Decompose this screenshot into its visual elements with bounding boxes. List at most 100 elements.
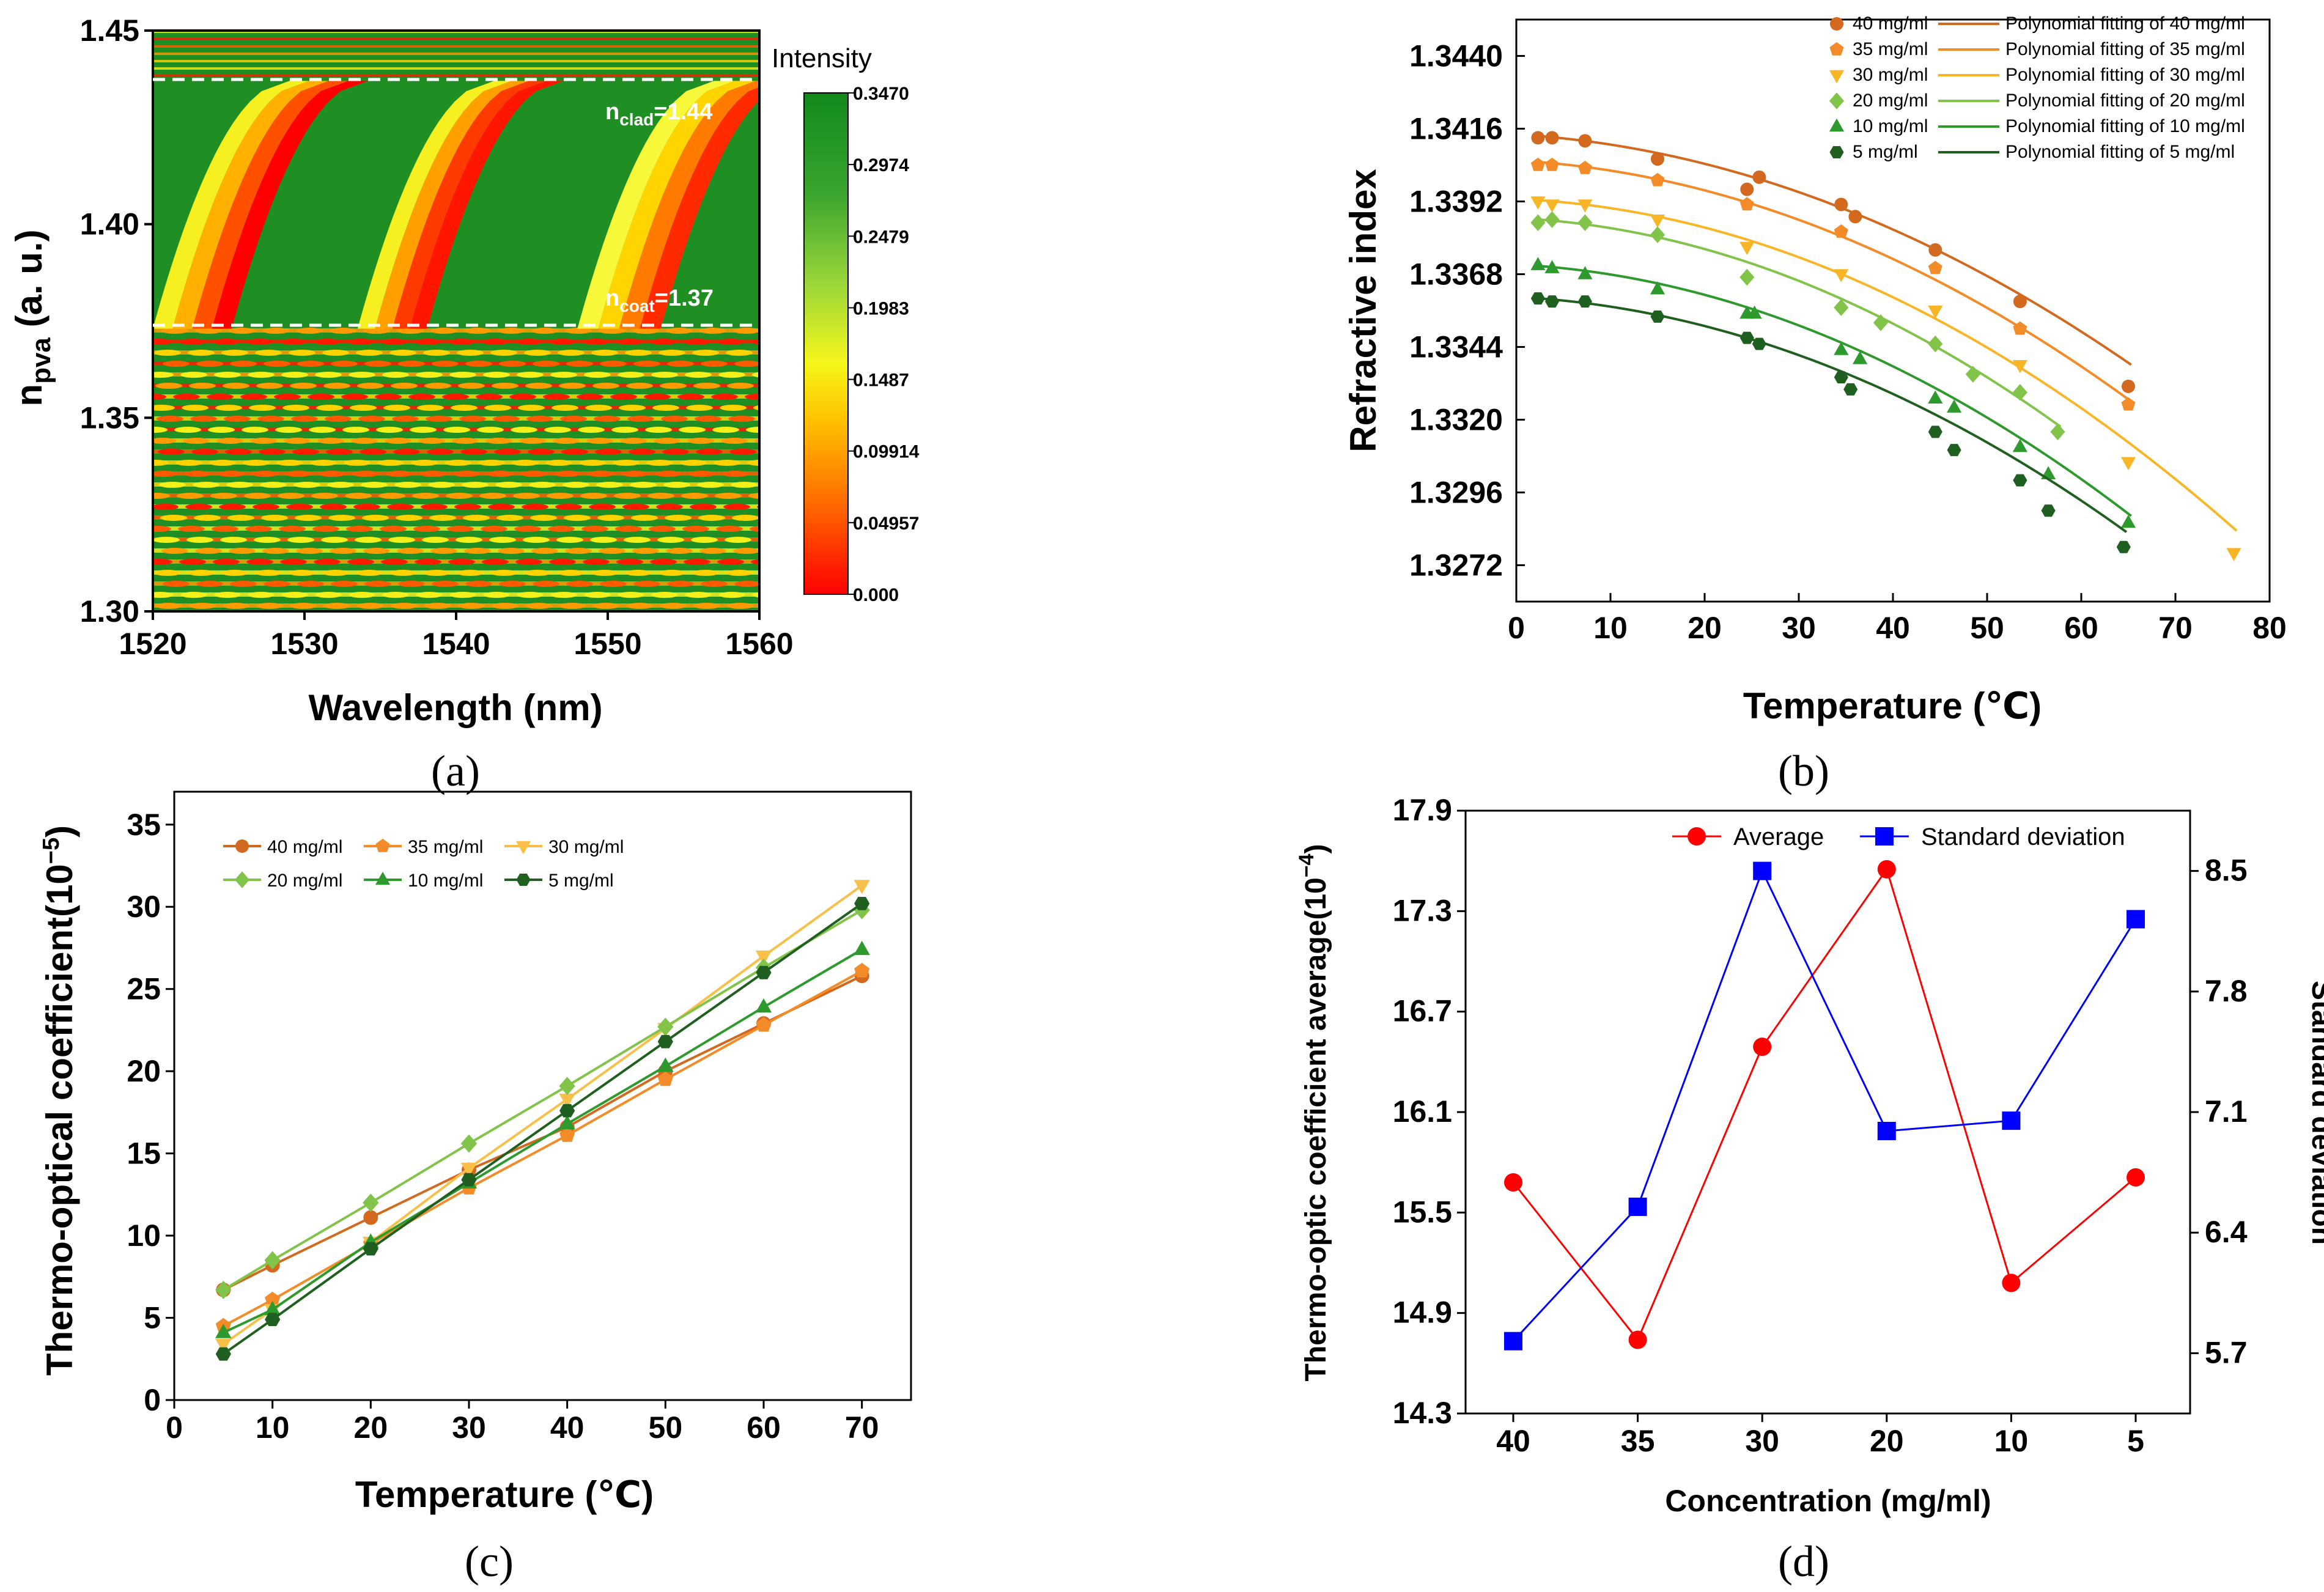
panel-c-point [215,1280,232,1299]
heatmap-blob [657,537,684,543]
heatmap-blob [524,350,551,356]
heatmap-curve-band [357,81,512,329]
panel-b-point [1650,172,1665,186]
panel-d-ytick-left-label: 15.5 [1393,1195,1452,1229]
heatmap-blob [515,559,542,565]
heatmap-blob [681,493,708,499]
heatmap-blob [292,449,319,455]
heatmap-blob [312,526,339,532]
heatmap-blob [186,537,213,543]
heatmap-blob [377,460,404,466]
heatmap-blob [518,405,545,411]
heatmap-blob [281,372,308,378]
heatmap-blob [153,471,177,477]
heatmap-blob [347,339,374,345]
heatmap-blob [230,581,257,587]
panel-b-legend-label: 20 mg/ml [1853,90,1928,111]
heatmap-blob [764,482,791,488]
heatmap-ytick-label: 1.45 [80,13,139,48]
heatmap-blob [346,526,373,532]
heatmap-blob [679,427,706,433]
heatmap-blob [526,416,553,422]
heatmap-blob [714,460,740,466]
heatmap-blob [317,438,344,444]
panel-b-point [1947,444,1961,457]
panel-b-fit-curve [1535,135,2132,366]
heatmap-blob [311,493,338,499]
heatmap-blob [153,405,175,411]
colorbar-tick-label: 0.04957 [853,514,919,534]
heatmap-blob [291,416,318,422]
heatmap-blob [496,515,523,521]
heatmap-blob [229,328,256,334]
heatmap [153,31,795,611]
heatmap-blob [579,460,606,466]
heatmap-blob [600,581,627,587]
heatmap-blob [645,427,672,433]
heatmap-blob [667,361,694,367]
heatmap-blob [240,394,267,400]
heatmap-blob [768,361,795,367]
heatmap-blob [583,559,610,565]
heatmap-top-stripe [153,38,759,40]
heatmap-blob [722,471,749,477]
heatmap-blob [362,515,389,521]
panel-b-xtick-label: 10 [1593,611,1628,645]
heatmap-xtick-label: 1550 [574,627,641,661]
panel-d-ytick-right-label: 5.7 [2205,1335,2248,1369]
panel-d-xtick-label: 40 [1496,1424,1530,1458]
panel-b-plot [1530,131,2241,561]
heatmap-blob [633,581,660,587]
heatmap-blob [418,438,445,444]
panel-c-xtick-label: 30 [452,1410,486,1445]
heatmap-band [153,515,759,520]
heatmap-blob [246,339,273,345]
panel-b-xtick-label: 50 [1970,611,2004,645]
heatmap-blob [159,482,186,488]
heatmap-blob [309,427,336,433]
heatmap-blob [153,537,180,543]
panel-b-legend-label: 40 mg/ml [1853,13,1928,34]
heatmap-blob [427,449,454,455]
panel-c-ytick-label: 35 [127,808,161,842]
heatmap-blob [419,471,446,477]
heatmap-blob [577,394,603,400]
heatmap-blob [717,559,744,565]
panel-b-xtick-label: 20 [1688,611,1722,645]
heatmap-blob [484,405,511,411]
heatmap-blob [563,482,589,488]
heatmap-blob [550,592,577,598]
heatmap-blob [559,383,586,389]
panel-d-xtick-label: 20 [1870,1424,1904,1458]
heatmap-curve-band [153,81,309,329]
heatmap-blob [174,427,201,433]
panel-d: 40 35 30 20 10 5 14.3 14.9 15.5 16.1 16.7 17.3 17.9 5… [1295,793,2324,1586]
heatmap-blob [459,416,486,422]
heatmap-blob [209,460,236,466]
heatmap-blob [424,603,451,609]
panel-b-fit-curve [1535,264,2132,517]
heatmap-blob [223,603,249,609]
heatmap-blob [323,383,350,389]
panel-b-fit-curve [1535,199,2238,532]
heatmap-blob [520,471,547,477]
heatmap-blob [626,383,653,389]
panel-d-ytick-left-label: 17.9 [1393,793,1452,827]
panel-b-point [1650,215,1666,228]
caption-c: (c) [465,1537,514,1586]
heatmap-blob [723,504,750,510]
heatmap-blob [750,526,759,532]
panel-b-point [1530,157,1545,171]
heatmap-blob [481,526,507,532]
panel-d-ytick-right-label: 8.5 [2205,853,2248,888]
heatmap-blob [531,548,558,554]
panel-b-xtick-label: 70 [2158,611,2193,645]
heatmap-blob [759,350,786,356]
heatmap-blob [227,515,254,521]
panel-c-legend-label: 5 mg/ml [548,871,614,891]
heatmap-blob [591,570,618,576]
heatmap-curve-band [410,81,564,329]
panel-b-legend-marker [1829,146,1844,159]
heatmap-blob [600,361,627,367]
heatmap-blob [584,592,611,598]
